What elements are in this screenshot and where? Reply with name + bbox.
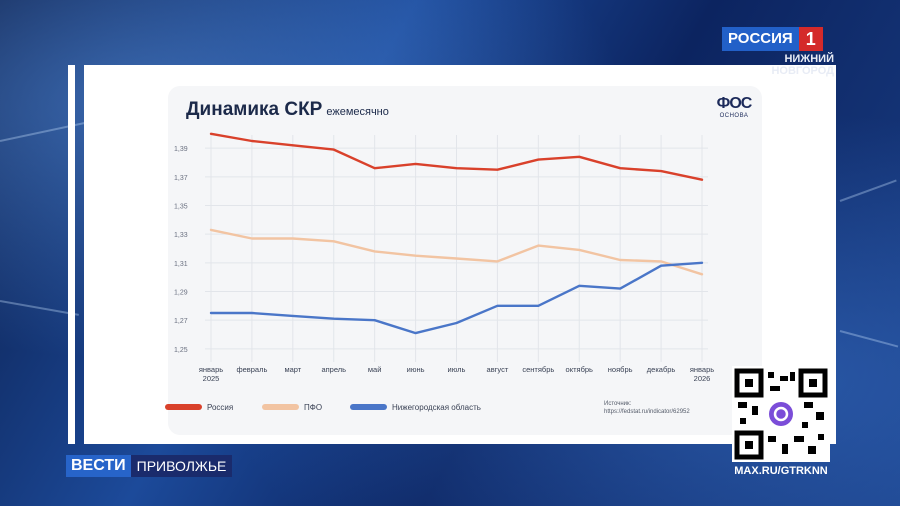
y-tick-label: 1,25 bbox=[174, 347, 188, 354]
x-tick-label: 2026 bbox=[694, 374, 711, 383]
x-tick-label: октябрь bbox=[566, 365, 593, 374]
legend-item-pfo: ПФО bbox=[262, 401, 322, 413]
legend-label-region: Нижегородская область bbox=[392, 402, 481, 412]
legend-item-russia: Россия bbox=[165, 401, 233, 413]
x-tick-label: апрель bbox=[321, 365, 346, 374]
chart-title-text: Динамика СКР bbox=[186, 99, 323, 120]
series-line-region bbox=[209, 261, 704, 335]
y-tick-label: 1,35 bbox=[174, 204, 188, 211]
brand-logo: ФОС ОСНОВА bbox=[712, 95, 756, 119]
chart-subtitle: ежемесячно bbox=[326, 106, 389, 118]
y-tick-label: 1,39 bbox=[174, 146, 188, 153]
x-tick-label: декабрь bbox=[647, 365, 676, 374]
channel-logo: РОССИЯ 1 bbox=[722, 27, 823, 51]
city-line-2: НОВГОРОД bbox=[771, 65, 834, 77]
legend-item-region: Нижегородская область bbox=[350, 401, 481, 413]
qr-code-icon bbox=[734, 368, 828, 460]
x-tick-label: февраль bbox=[236, 365, 267, 374]
x-tick-label: март bbox=[284, 365, 301, 374]
x-tick-label: сентябрь bbox=[522, 365, 554, 374]
chart-card bbox=[168, 86, 762, 435]
legend-swatch-russia bbox=[165, 404, 202, 410]
x-tick-label: 2025 bbox=[203, 374, 220, 383]
series-line-pfo bbox=[209, 228, 704, 276]
x-tick-label: май bbox=[368, 365, 382, 374]
x-tick-label: ноябрь bbox=[608, 365, 633, 374]
y-tick-label: 1,31 bbox=[174, 261, 188, 268]
chart-title: Динамика СКР ежемесячно bbox=[186, 99, 389, 121]
qr-code[interactable] bbox=[732, 366, 830, 462]
y-tick-label: 1,33 bbox=[174, 232, 188, 239]
channel-name: РОССИЯ bbox=[722, 27, 799, 51]
program-name: ВЕСТИ bbox=[66, 455, 131, 477]
y-tick-label: 1,29 bbox=[174, 290, 188, 297]
legend-swatch-region bbox=[350, 404, 387, 410]
program-logo: ВЕСТИ ПРИВОЛЖЬЕ bbox=[66, 455, 233, 477]
legend-label-pfo: ПФО bbox=[304, 402, 323, 412]
source-label: Источник: bbox=[604, 401, 632, 407]
brand-word: ОСНОВА bbox=[719, 113, 749, 119]
channel-number: 1 bbox=[798, 27, 823, 51]
legend-swatch-pfo bbox=[262, 404, 299, 410]
city-line-1: НИЖНИЙ bbox=[784, 53, 834, 65]
slide-edge-left bbox=[68, 65, 75, 444]
legend-label-russia: Россия bbox=[207, 402, 234, 412]
program-region: ПРИВОЛЖЬЕ bbox=[130, 455, 233, 477]
source-note: Источник: https://fedstat.ru/indicator/6… bbox=[604, 400, 690, 416]
x-tick-label: август bbox=[487, 365, 509, 374]
x-tick-label: январь bbox=[690, 365, 714, 374]
brand-mark: ФОС bbox=[716, 95, 753, 112]
source-url: https://fedstat.ru/indicator/62952 bbox=[604, 409, 690, 415]
x-tick-label: январь bbox=[199, 365, 223, 374]
x-tick-label: июль bbox=[448, 365, 466, 374]
series-line-russia bbox=[209, 132, 704, 181]
y-tick-label: 1,37 bbox=[174, 175, 188, 182]
city-caption: НИЖНИЙ НОВГОРОД bbox=[766, 53, 834, 77]
qr-caption: MAX.RU/GTRKNN bbox=[734, 465, 828, 477]
x-tick-label: июнь bbox=[407, 365, 425, 374]
y-tick-label: 1,27 bbox=[174, 318, 188, 325]
